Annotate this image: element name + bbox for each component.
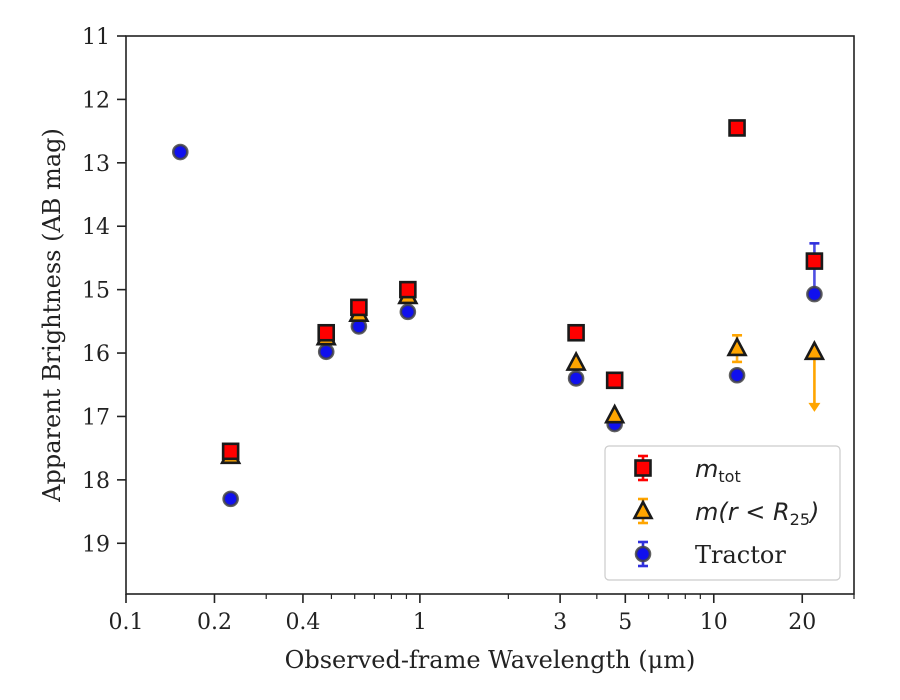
x-tick-label: 5 <box>618 610 632 635</box>
data-point <box>728 119 746 137</box>
y-tick-label: 13 <box>82 152 110 177</box>
data-point <box>171 143 189 161</box>
y-tick-label: 14 <box>82 215 110 240</box>
data-point <box>805 252 824 270</box>
data-point <box>605 371 624 390</box>
legend-marker <box>634 545 652 563</box>
y-tick-label: 19 <box>82 532 110 557</box>
x-tick-label: 10 <box>700 610 728 635</box>
x-axis-label: Observed-frame Wavelength (μm) <box>285 646 696 674</box>
upper-limit-arrow <box>808 402 821 412</box>
x-tick-label: 1 <box>413 610 427 635</box>
y-tick-label: 15 <box>82 279 110 304</box>
data-point <box>806 285 823 303</box>
axes-frame <box>125 35 855 595</box>
data-point <box>726 336 748 357</box>
x-tick-label: 0.2 <box>197 610 232 635</box>
x-axis: 0.1 0.2 0.4 1 3 5 10 20 <box>109 594 855 635</box>
y-axis-label: Apparent Brightness (AB mag) <box>38 128 66 503</box>
y-tick-label: 17 <box>82 405 110 430</box>
data-point <box>317 343 335 361</box>
legend-label: Tractor <box>695 541 786 569</box>
legend-box <box>604 445 841 581</box>
series-m-tot <box>221 119 824 461</box>
data-point <box>565 350 587 371</box>
y-axis: 11 12 13 14 15 16 17 18 19 <box>82 25 126 557</box>
legend-label: mtot <box>695 455 741 486</box>
series-tractor <box>171 143 823 508</box>
data-point <box>350 298 368 317</box>
x-tick-label: 0.1 <box>109 610 144 635</box>
x-tick-label: 20 <box>788 610 816 635</box>
data-point <box>567 370 585 387</box>
legend-label: m(r < R25) <box>695 498 819 529</box>
x-tick-label: 3 <box>553 610 567 635</box>
y-tick-label: 11 <box>82 25 110 50</box>
data-point <box>399 303 417 321</box>
data-point <box>399 280 417 299</box>
legend-marker <box>634 459 652 477</box>
data-point <box>803 340 826 361</box>
legend-marker <box>632 499 654 520</box>
data-point <box>728 366 746 384</box>
data-point <box>221 442 240 461</box>
y-tick-label: 18 <box>82 469 110 494</box>
y-tick-label: 12 <box>82 88 110 113</box>
data-point <box>604 403 626 424</box>
y-tick-label: 16 <box>82 342 110 367</box>
data-point <box>222 490 239 508</box>
plot-area <box>171 119 826 508</box>
data-point <box>317 323 336 342</box>
legend: mtot m(r < R25) Tractor <box>604 445 841 581</box>
x-tick-label: 0.4 <box>285 610 320 635</box>
data-point <box>567 323 585 342</box>
